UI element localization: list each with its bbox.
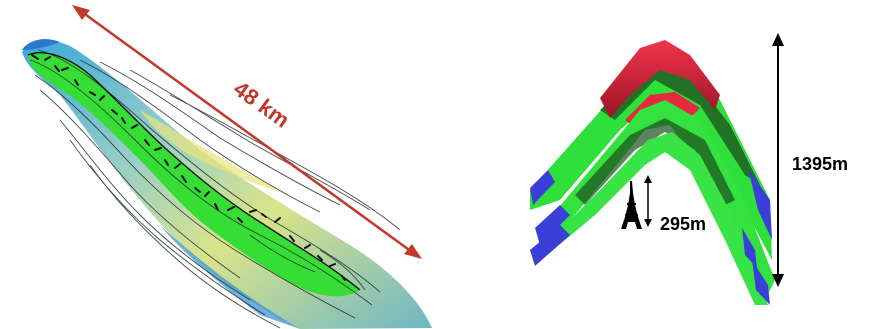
fault-marks	[31, 54, 346, 281]
height-arrowhead-top	[772, 33, 784, 46]
distance-arrow	[72, 5, 422, 259]
arrowhead-start	[72, 5, 90, 20]
fold-base-right-1	[748, 168, 772, 240]
crest-area	[28, 52, 360, 297]
fold-base-right-2	[752, 260, 770, 305]
fold-base-left-1	[530, 170, 555, 205]
arrowhead-end	[404, 244, 422, 259]
fold-shadow-band	[600, 60, 760, 185]
fold-base-left-2	[535, 205, 570, 245]
fold-base-right-3	[742, 228, 757, 268]
scale-arrow	[644, 175, 652, 227]
fold-top-layer-inner	[625, 92, 700, 128]
fold-top-layer	[600, 40, 720, 118]
scale-label: 295m	[660, 214, 706, 234]
fold-structure	[530, 40, 775, 305]
terrain-blue-tip	[22, 39, 60, 50]
height-arrow	[772, 33, 784, 287]
distance-label: 48 km	[229, 76, 294, 133]
eiffel-tower-icon	[621, 181, 642, 229]
height-label: 1395m	[792, 154, 848, 174]
fold-middle-layer	[540, 100, 775, 300]
contour-lines	[29, 49, 401, 329]
fold-inner-layer	[535, 132, 768, 305]
contour-map	[22, 39, 432, 329]
crest-outline	[27, 52, 361, 291]
fold-base-left-3	[530, 225, 570, 266]
fold-middle-shadow	[575, 118, 735, 205]
height-arrowhead-bottom	[772, 274, 784, 287]
